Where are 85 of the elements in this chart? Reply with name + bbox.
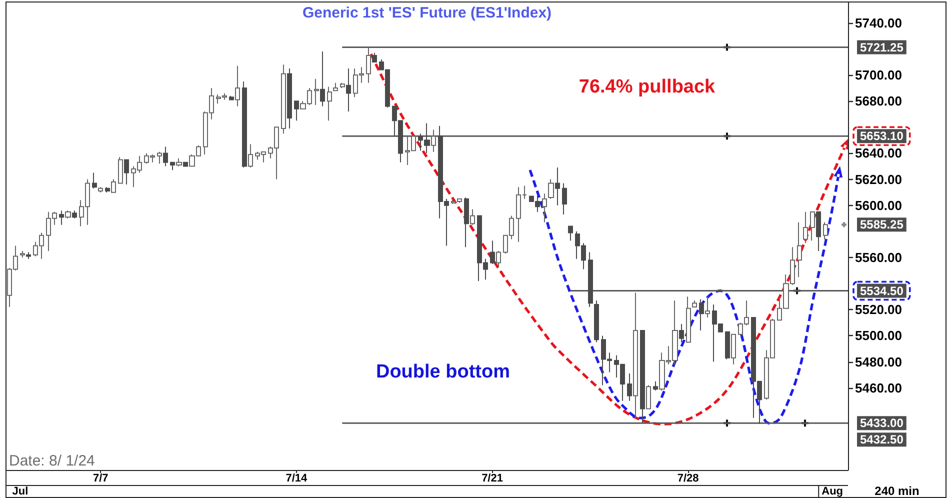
candlestick <box>340 82 345 89</box>
candlestick <box>320 51 325 107</box>
candlestick <box>105 186 110 193</box>
y-tick-label: 5600.00 <box>855 198 902 213</box>
candlestick <box>92 172 97 189</box>
y-tick-label: 5740.00 <box>855 15 902 30</box>
candlestick <box>699 298 704 332</box>
x-tick-label: 7/21 <box>482 472 503 484</box>
candlestick <box>542 193 547 223</box>
candlestick <box>679 323 684 343</box>
candlestick <box>548 178 554 200</box>
candlestick <box>242 81 247 168</box>
candlestick <box>653 380 658 391</box>
candlestick <box>235 65 240 107</box>
candlestick <box>646 384 651 410</box>
y-tick-label: 5480.00 <box>855 354 902 370</box>
candlestick <box>686 296 691 343</box>
candlestick <box>248 144 253 168</box>
candlestick <box>810 211 815 242</box>
x-tick-label: 7/14 <box>286 472 308 484</box>
x-tick-label: 7/28 <box>677 472 699 484</box>
candlestick <box>797 222 802 278</box>
candlestick <box>346 68 351 112</box>
candlestick <box>594 300 599 343</box>
candlestick <box>118 156 123 184</box>
candlestick <box>124 159 129 186</box>
chart-title: Generic 1st 'ES' Future (ES1'Index) <box>302 4 552 22</box>
candlestick <box>229 95 234 100</box>
candlestick <box>65 210 71 219</box>
annotation: Date: 8/ 1/24 <box>9 452 95 470</box>
candlestick <box>640 330 645 424</box>
candlestick <box>183 162 188 167</box>
y-tick-label: 5620.00 <box>855 172 902 187</box>
candlestick <box>281 64 286 134</box>
candlestick <box>111 178 116 193</box>
text: 5432.50 <box>860 432 904 447</box>
candlestick <box>464 197 469 248</box>
ref-line-label: 5653.10 <box>860 129 904 144</box>
candlestick <box>705 296 710 318</box>
y-tick-label: 5560.00 <box>855 250 902 266</box>
candlestick <box>470 208 475 226</box>
text: Jul <box>12 486 28 498</box>
text: 240 min <box>874 484 920 498</box>
y-tick-label: 5460.00 <box>855 380 902 396</box>
candlestick <box>170 162 175 171</box>
candlestick <box>72 210 77 219</box>
y-tick-label: 5640.00 <box>855 146 902 161</box>
candlestick <box>98 186 103 193</box>
candlestick <box>20 250 25 258</box>
candlestick <box>372 52 377 62</box>
y-tick-label: 5500.00 <box>855 328 902 344</box>
candlestick <box>627 373 632 402</box>
candlestick <box>496 250 501 268</box>
ref-line-label: 5721.25 <box>860 40 904 54</box>
candlestick <box>163 146 168 167</box>
candlestick <box>568 226 573 242</box>
candlestick <box>294 100 299 122</box>
candlestick <box>803 211 808 244</box>
annotation: 76.4% pullback <box>578 76 716 98</box>
candlestick <box>26 252 31 260</box>
y-tick-label: 5700.00 <box>855 68 902 83</box>
candlestick <box>59 210 64 226</box>
text: Aug <box>822 486 844 498</box>
candlestick <box>333 82 338 92</box>
x-tick-label: 7/7 <box>92 472 108 484</box>
ref-line-label: 5433.00 <box>860 416 904 430</box>
candlestick <box>490 240 495 265</box>
candlestick <box>327 86 332 122</box>
candlestick <box>176 158 182 167</box>
candlestick <box>562 182 567 215</box>
candlestick <box>823 222 828 240</box>
y-tick-label: 5680.00 <box>855 94 902 109</box>
candlestick <box>816 211 821 252</box>
candlestick <box>692 300 697 308</box>
candlestick <box>314 78 319 106</box>
candlestick <box>725 331 730 360</box>
text: 5585.25 <box>860 218 904 232</box>
candlestick <box>555 167 560 206</box>
candlestick <box>287 68 292 129</box>
candlestick <box>157 151 162 164</box>
y-tick-label: 5520.00 <box>855 302 902 318</box>
annotation: Double bottom <box>376 362 510 382</box>
candlestick <box>731 334 736 365</box>
ref-line-label: 5534.50 <box>860 284 904 298</box>
candlestick <box>588 252 593 308</box>
